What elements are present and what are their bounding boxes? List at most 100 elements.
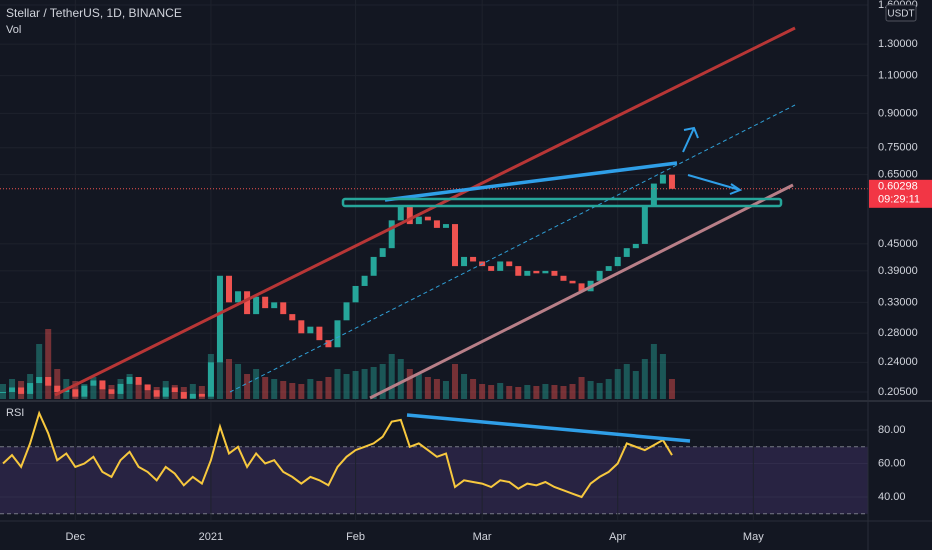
candle [397, 206, 404, 221]
candle [325, 340, 332, 348]
candle [641, 206, 648, 244]
volume-bar [506, 386, 513, 399]
y-tick-label: 0.45000 [878, 238, 918, 250]
candle [650, 183, 657, 207]
volume-bar [325, 377, 332, 399]
candle [614, 256, 621, 267]
y-tick-label: 0.90000 [878, 107, 918, 119]
candle [244, 291, 251, 315]
unit-box [885, 4, 917, 22]
candle [442, 224, 449, 228]
rsi-divergence [406, 413, 691, 443]
candle [352, 285, 359, 303]
candle [27, 383, 34, 394]
volume-bar [307, 379, 314, 399]
candle [36, 377, 43, 384]
volume-bar [623, 364, 630, 399]
volume-bar [452, 364, 458, 399]
rsi-tick-label: 80.00 [878, 424, 906, 436]
candle [461, 256, 468, 267]
candle [99, 380, 106, 390]
candle [289, 314, 296, 321]
candle [235, 291, 242, 303]
volume-bar [668, 379, 675, 399]
volume-bar [461, 374, 468, 399]
candle [632, 243, 639, 249]
candle [569, 280, 576, 284]
candle [316, 326, 323, 341]
candle [578, 283, 585, 292]
candle [253, 296, 260, 315]
x-tick-label: 2021 [199, 531, 223, 543]
candle [379, 248, 386, 257]
candle [54, 385, 61, 393]
y-tick-label: 0.33000 [878, 296, 918, 308]
volume-bar [334, 369, 341, 399]
volume-bar [488, 385, 495, 399]
volume-bar [343, 374, 350, 399]
volume-bar [542, 384, 549, 399]
volume-bar [605, 379, 612, 399]
volume-bar [280, 381, 287, 399]
candle [515, 266, 522, 276]
y-tick-label: 0.39000 [878, 265, 918, 277]
y-tick-label: 0.20500 [878, 386, 918, 398]
candle [334, 320, 341, 348]
marks [0, 174, 868, 499]
candle [497, 261, 504, 271]
volume-bar [99, 383, 106, 399]
volume-bar [641, 359, 648, 399]
volume-bar [298, 384, 305, 399]
volume-bar [198, 386, 205, 399]
volume-bar [470, 379, 477, 399]
volume-bar [352, 371, 359, 399]
candle [542, 270, 549, 274]
candle [72, 389, 79, 397]
y-tick-label: 0.28000 [878, 327, 918, 339]
volume-bar [36, 344, 43, 399]
candle [117, 383, 124, 394]
candle [470, 256, 477, 262]
volume-bar [497, 383, 504, 399]
candle [298, 320, 305, 334]
x-tick-label: Feb [346, 531, 365, 543]
volume-bar [650, 344, 657, 399]
y-tick-label: 1.30000 [878, 38, 918, 50]
volume-bar [659, 354, 666, 399]
volume-bar [0, 384, 6, 399]
y-tick-label: 0.65000 [878, 169, 918, 181]
rsi-line [2, 410, 673, 499]
candle [135, 377, 142, 385]
candle [144, 384, 151, 391]
candle [171, 387, 178, 393]
candle [280, 302, 287, 315]
volume-bar [578, 377, 585, 399]
volume-bar [361, 369, 368, 399]
volume-bar [551, 385, 558, 399]
x-tick-label: Dec [66, 531, 86, 543]
volume-bar [126, 374, 133, 399]
candle [198, 393, 205, 397]
channel-lower [369, 183, 794, 400]
volume-bar [135, 381, 142, 399]
volume-bar [406, 369, 413, 399]
volume-bar [433, 379, 440, 399]
x-tick-label: Apr [609, 531, 626, 543]
rsi-label: RSI [6, 407, 24, 419]
volume-bar [397, 359, 404, 399]
candle [605, 266, 612, 271]
volume-bar [379, 364, 386, 399]
volume-bar [235, 364, 242, 399]
unit: USDT [887, 9, 914, 20]
volume-bar [370, 367, 377, 399]
volume-bar [244, 374, 251, 399]
candle [271, 302, 278, 309]
candle [108, 389, 115, 394]
candle [207, 362, 214, 397]
candle [388, 220, 395, 249]
volume-bar [479, 384, 486, 399]
candle [9, 387, 16, 393]
